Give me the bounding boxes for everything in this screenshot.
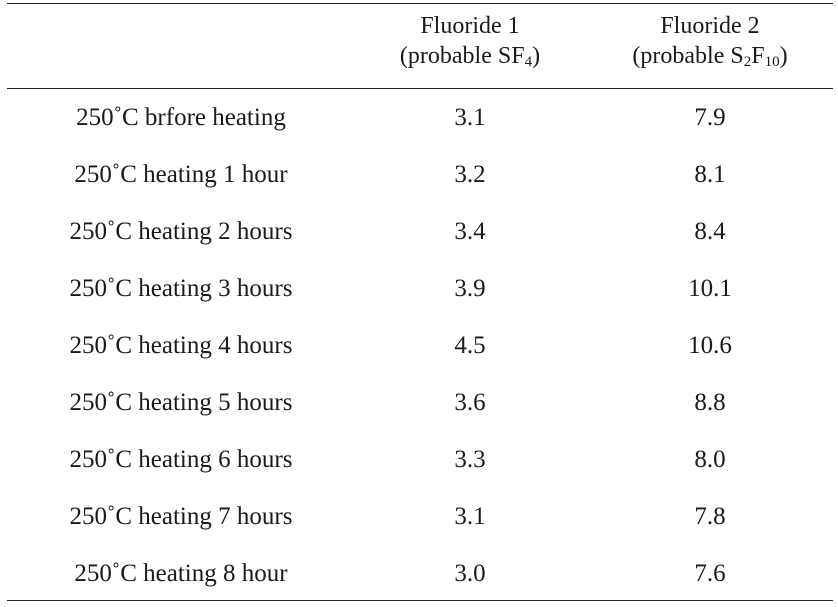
cell-condition: 250˚C heating 1 hour [74, 161, 288, 188]
cell-condition: 250˚C heating 5 hours [69, 389, 293, 416]
cell-condition: 250˚C heating 2 hours [69, 218, 293, 245]
header-fluoride-1-subscript: 4 [524, 54, 533, 70]
cell-fluoride-2: 8.4 [694, 218, 726, 245]
header-fluoride-1: Fluoride 1 (probable SF4) [355, 11, 585, 71]
cell-condition: 250˚C heating 8 hour [74, 560, 288, 587]
header-fluoride-2-title: Fluoride 2 [660, 13, 760, 39]
cell-fluoride-2: 10.6 [688, 332, 732, 359]
table-row: 250˚C heating 5 hours 3.6 8.8 [7, 374, 833, 431]
table-row: 250˚C heating 6 hours 3.3 8.0 [7, 431, 833, 488]
cell-fluoride-1: 3.1 [454, 503, 486, 530]
header-fluoride-2-subtitle-pre: (probable S [632, 43, 744, 69]
cell-condition: 250˚C heating 4 hours [69, 332, 293, 359]
cell-fluoride-1: 3.1 [454, 104, 486, 131]
cell-fluoride-2: 7.9 [694, 104, 726, 131]
cell-fluoride-2: 8.0 [694, 446, 726, 473]
cell-fluoride-1: 3.3 [454, 446, 486, 473]
header-fluoride-2: Fluoride 2 (probable S2F10) [595, 11, 825, 71]
cell-fluoride-1: 3.9 [454, 275, 486, 302]
top-rule [7, 3, 833, 4]
table-row: 250˚C brfore heating 3.1 7.9 [7, 89, 833, 146]
header-fluoride-2-subtitle-post: ) [779, 43, 788, 69]
table-row: 250˚C heating 4 hours 4.5 10.6 [7, 317, 833, 374]
header-fluoride-2-subtitle-mid: F [751, 43, 765, 69]
cell-fluoride-1: 3.6 [454, 389, 486, 416]
cell-fluoride-1: 3.2 [454, 161, 486, 188]
table-row: 250˚C heating 7 hours 3.1 7.8 [7, 488, 833, 545]
table-row: 250˚C heating 1 hour 3.2 8.1 [7, 146, 833, 203]
header-fluoride-1-title: Fluoride 1 [420, 13, 520, 39]
table-row: 250˚C heating 3 hours 3.9 10.1 [7, 260, 833, 317]
cell-condition: 250˚C heating 3 hours [69, 275, 293, 302]
header-fluoride-2-subtitle: (probable S2F10) [595, 41, 825, 71]
cell-fluoride-2: 10.1 [688, 275, 732, 302]
cell-condition: 250˚C heating 6 hours [69, 446, 293, 473]
cell-fluoride-2: 8.8 [694, 389, 726, 416]
table-row: 250˚C heating 2 hours 3.4 8.4 [7, 203, 833, 260]
cell-fluoride-2: 7.6 [694, 560, 726, 587]
cell-fluoride-2: 8.1 [694, 161, 726, 188]
header-rule [7, 88, 833, 89]
cell-fluoride-2: 7.8 [694, 503, 726, 530]
header-fluoride-1-subtitle: (probable SF4) [355, 41, 585, 71]
data-table: Fluoride 1 (probable SF4) Fluoride 2 (pr… [7, 3, 833, 601]
bottom-rule [7, 600, 833, 601]
header-fluoride-2-subscript-2: 10 [764, 54, 780, 70]
cell-fluoride-1: 3.0 [454, 560, 486, 587]
cell-condition: 250˚C brfore heating [76, 104, 286, 131]
header-fluoride-2-subscript-1: 2 [743, 54, 752, 70]
header-fluoride-1-subtitle-pre: (probable SF [399, 43, 525, 69]
table-row: 250˚C heating 8 hour 3.0 7.6 [7, 545, 833, 602]
cell-condition: 250˚C heating 7 hours [69, 503, 293, 530]
header-fluoride-1-subtitle-post: ) [532, 43, 541, 69]
cell-fluoride-1: 3.4 [454, 218, 486, 245]
cell-fluoride-1: 4.5 [454, 332, 486, 359]
